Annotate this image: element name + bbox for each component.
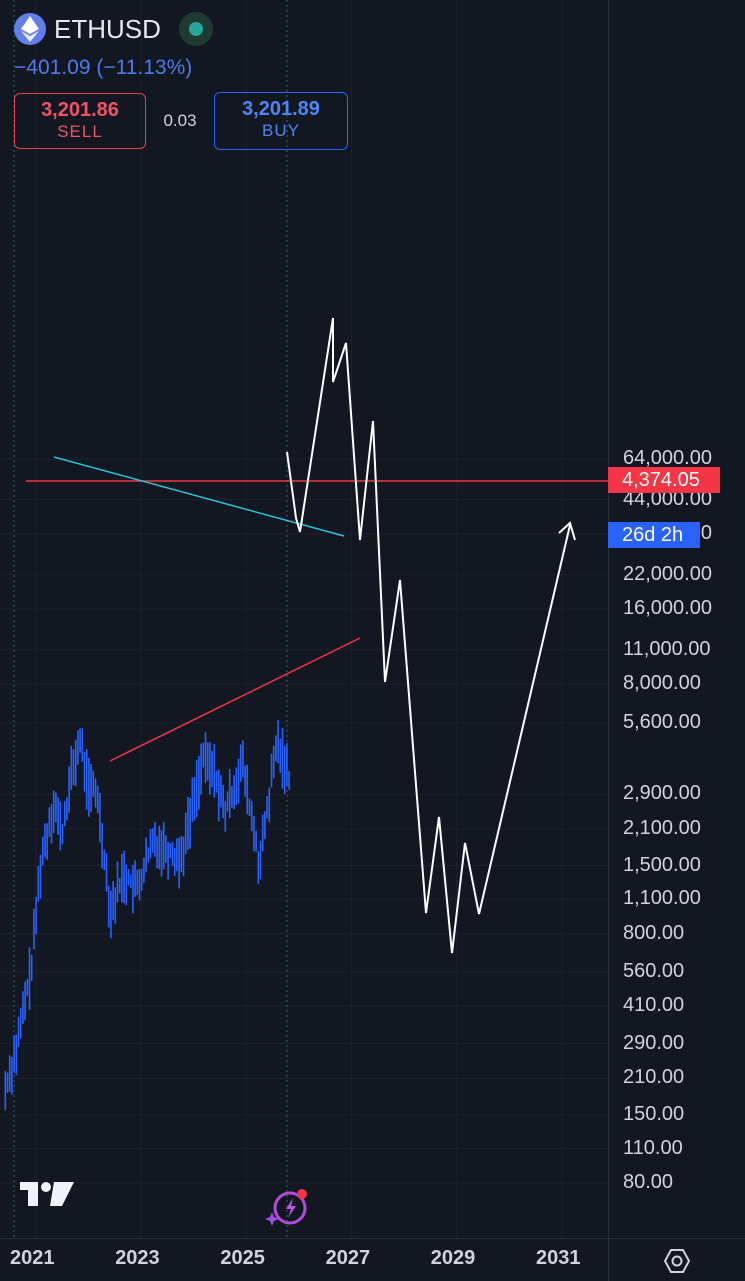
lower-trendline[interactable]: [109, 637, 361, 762]
projection-path[interactable]: [286, 317, 571, 954]
price-axis-label: 16,000.00: [623, 597, 712, 620]
price-chart[interactable]: [0, 0, 608, 1238]
price-axis-label: 22,000.00: [623, 562, 712, 585]
price-axis-label: 560.00: [623, 960, 685, 983]
symbol-name[interactable]: ETHUSD: [54, 13, 161, 44]
ai-assistant-icon[interactable]: [264, 1186, 310, 1226]
spread-value: 0.03: [163, 111, 197, 130]
price-axis-label: 5,600.00: [623, 710, 701, 733]
price-axis-label: 64,000.00: [623, 446, 712, 469]
resistance-price-tag: 4,374.05: [608, 467, 720, 493]
price-axis-label: 290.00: [623, 1031, 685, 1054]
price-axis[interactable]: 64,000.0044,000.0032,000.0022,000.0016,0…: [608, 0, 745, 1238]
axis-corner: [608, 1238, 745, 1281]
bar-countdown-tag: 26d 2h: [608, 522, 700, 548]
time-axis-label: 2027: [325, 1247, 371, 1269]
price-axis-label: 2,900.00: [623, 782, 701, 805]
buy-price: 3,201.89: [242, 98, 320, 120]
upper-trendline[interactable]: [53, 456, 345, 537]
time-axis[interactable]: 2021 2023 2025 2027 2029 2031: [0, 1238, 608, 1281]
ethereum-logo-icon: [14, 13, 46, 45]
price-axis-label: 11,000.00: [623, 637, 711, 660]
time-axis-label: 2023: [115, 1247, 160, 1269]
price-change: −401.09 (−11.13%): [14, 56, 193, 79]
price-axis-label: 2,100.00: [623, 817, 701, 840]
price-axis-label: 800.00: [623, 921, 685, 944]
trade-panel: 3,201.86 SELL 0.03 3,201.89 BUY: [14, 92, 348, 150]
price-axis-label: 210.00: [623, 1066, 685, 1089]
tradingview-logo-icon: [20, 1182, 74, 1206]
sell-price: 3,201.86: [41, 99, 119, 121]
price-axis-label: 44,000.00: [623, 487, 712, 510]
price-candles: [4, 719, 290, 1110]
buy-label: BUY: [262, 121, 300, 140]
price-axis-label: 110.00: [623, 1136, 683, 1159]
live-status-dot-icon: [178, 12, 213, 46]
price-axis-label: 1,500.00: [623, 853, 701, 876]
grid-lines: [0, 0, 608, 1238]
projection-arrowhead: [558, 521, 576, 541]
settings-icon[interactable]: [663, 1247, 691, 1275]
price-axis-label: 150.00: [623, 1102, 685, 1125]
price-axis-label: 80.00: [623, 1171, 674, 1193]
time-axis-label: 2029: [430, 1247, 476, 1269]
symbol-header: ETHUSD −401.09 (−11.13%): [14, 12, 213, 80]
price-axis-label: 1,100.00: [623, 887, 701, 910]
buy-button[interactable]: 3,201.89 BUY: [214, 92, 348, 150]
price-axis-label: 8,000.00: [623, 672, 701, 695]
sell-label: SELL: [57, 122, 103, 141]
sell-button[interactable]: 3,201.86 SELL: [14, 93, 146, 149]
time-axis-label: 2021: [10, 1247, 55, 1269]
time-axis-label: 2031: [536, 1247, 581, 1269]
price-axis-label: 410.00: [623, 994, 685, 1016]
time-axis-label: 2025: [220, 1247, 265, 1269]
